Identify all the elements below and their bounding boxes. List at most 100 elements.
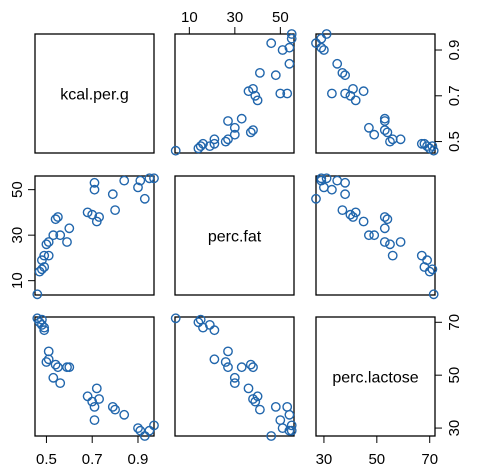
point-perc.lactose-vs-perc.fat-21	[270, 401, 281, 412]
y-tick-label-perc.fat-0: 10	[9, 272, 26, 289]
point-perc.lactose-vs-kcal.per.g-3	[37, 319, 47, 330]
point-perc.lactose-vs-perc.fat-8	[223, 346, 233, 357]
point-perc.fat-vs-perc.lactose-22	[337, 205, 348, 216]
point-kcal.per.g-vs-perc.fat-15	[252, 95, 263, 106]
point-perc.lactose-vs-perc.fat-14	[236, 362, 247, 373]
point-perc.fat-vs-perc.lactose-20	[348, 212, 358, 222]
point-kcal.per.g-vs-perc.lactose-10	[382, 127, 393, 138]
point-perc.fat-vs-kcal.per.g-20	[94, 212, 105, 222]
point-kcal.per.g-vs-perc.lactose-9	[369, 129, 380, 140]
point-perc.lactose-vs-perc.fat-24	[277, 423, 288, 433]
point-kcal.per.g-vs-perc.lactose-20	[348, 84, 358, 94]
point-perc.fat-vs-perc.lactose-18	[340, 177, 350, 188]
point-perc.fat-vs-kcal.per.g-14	[64, 223, 75, 234]
point-kcal.per.g-vs-perc.fat-13	[223, 116, 233, 126]
point-perc.fat-vs-perc.lactose-26	[311, 193, 321, 204]
point-kcal.per.g-vs-perc.lactose-5	[416, 138, 427, 149]
point-perc.fat-vs-perc.lactose-8	[395, 237, 406, 247]
panel-perc.lactose-vs-perc.lactose	[315, 316, 436, 437]
point-perc.fat-vs-kcal.per.g-26	[139, 193, 150, 204]
point-perc.fat-vs-kcal.per.g-2	[37, 264, 47, 275]
point-perc.fat-vs-perc.lactose-12	[363, 230, 374, 241]
point-kcal.per.g-vs-perc.lactose-8	[395, 134, 406, 145]
point-kcal.per.g-vs-perc.fat-27	[286, 33, 297, 44]
point-perc.fat-vs-perc.lactose-5	[416, 250, 427, 261]
panel-layer: kcal.per.g perc.fat perc.lactose	[34, 33, 436, 437]
point-perc.lactose-vs-kcal.per.g-12	[55, 378, 66, 388]
point-kcal.per.g-vs-perc.fat-22	[254, 68, 265, 78]
point-kcal.per.g-vs-perc.lactose-15	[350, 95, 361, 106]
y-tick-label-kcal.per.g-1: 0.7	[446, 85, 463, 106]
point-perc.lactose-vs-perc.fat-17	[275, 415, 286, 425]
point-kcal.per.g-vs-perc.fat-12	[229, 122, 240, 133]
point-kcal.per.g-vs-perc.lactose-11	[379, 125, 390, 136]
point-kcal.per.g-vs-perc.fat-2	[195, 141, 206, 152]
point-perc.lactose-vs-kcal.per.g-8	[43, 346, 54, 357]
point-kcal.per.g-vs-perc.lactose-24	[318, 45, 329, 55]
point-kcal.per.g-vs-perc.lactose-4	[419, 138, 430, 149]
point-perc.lactose-vs-perc.fat-27	[286, 425, 297, 436]
point-kcal.per.g-vs-perc.fat-6	[220, 136, 231, 147]
point-perc.fat-vs-perc.lactose-13	[379, 237, 390, 247]
point-perc.fat-vs-kcal.per.g-28	[149, 173, 159, 184]
point-kcal.per.g-vs-perc.fat-18	[282, 88, 293, 99]
point-perc.fat-vs-kcal.per.g-12	[55, 230, 66, 241]
point-kcal.per.g-vs-perc.fat-28	[286, 29, 297, 39]
point-perc.fat-vs-perc.lactose-16	[345, 209, 356, 220]
point-perc.lactose-vs-perc.fat-26	[266, 431, 277, 441]
point-perc.fat-vs-kcal.per.g-4	[39, 262, 50, 272]
point-kcal.per.g-vs-perc.fat-4	[198, 138, 208, 149]
point-kcal.per.g-vs-perc.fat-9	[229, 129, 240, 140]
panel-kcal.per.g-vs-kcal.per.g	[34, 33, 155, 154]
axis-layer: 0.5 0.7 0.9 10 30 50 30 50 70 0.5 0.7 0.9 10 30 50 30 50…	[9, 9, 463, 468]
point-perc.fat-vs-kcal.per.g-21	[107, 189, 118, 200]
point-layer	[32, 29, 439, 441]
point-kcal.per.g-vs-perc.lactose-6	[385, 136, 395, 147]
point-perc.fat-vs-kcal.per.g-16	[87, 209, 98, 220]
panel-kcal.per.g-vs-perc.lactose	[315, 33, 436, 154]
diagonal-label-kcal.per.g: kcal.per.g	[60, 87, 128, 104]
point-perc.lactose-vs-perc.fat-13	[223, 362, 233, 373]
point-perc.lactose-vs-perc.fat-9	[229, 372, 240, 383]
point-perc.fat-vs-kcal.per.g-11	[53, 212, 63, 222]
point-kcal.per.g-vs-perc.lactose-23	[332, 58, 343, 69]
point-perc.lactose-vs-kcal.per.g-28	[149, 420, 159, 431]
point-perc.lactose-vs-kcal.per.g-27	[144, 425, 155, 436]
point-perc.lactose-vs-kcal.per.g-22	[110, 404, 121, 415]
x-tick-label-kcal.per.g-1: 0.7	[82, 451, 103, 468]
point-perc.lactose-vs-kcal.per.g-23	[119, 409, 130, 420]
point-perc.fat-vs-kcal.per.g-6	[41, 239, 52, 250]
point-perc.fat-vs-kcal.per.g-13	[62, 237, 72, 247]
y-tick-label-kcal.per.g-2: 0.9	[446, 40, 463, 61]
point-perc.lactose-vs-kcal.per.g-5	[39, 325, 50, 336]
point-perc.fat-vs-perc.lactose-27	[316, 173, 327, 184]
point-kcal.per.g-vs-perc.lactose-19	[358, 86, 369, 97]
x-tick-label-perc.fat-1: 30	[226, 9, 243, 26]
point-kcal.per.g-vs-perc.lactose-18	[340, 88, 350, 99]
point-perc.lactose-vs-kcal.per.g-11	[53, 362, 63, 373]
point-perc.lactose-vs-kcal.per.g-24	[133, 423, 143, 433]
point-perc.lactose-vs-perc.fat-16	[250, 396, 261, 407]
point-kcal.per.g-vs-perc.fat-23	[284, 58, 295, 69]
point-kcal.per.g-vs-perc.fat-26	[266, 38, 277, 49]
panel-perc.lactose-vs-kcal.per.g	[34, 316, 155, 437]
x-tick-label-perc.lactose-1: 50	[368, 451, 385, 468]
point-kcal.per.g-vs-perc.lactose-17	[326, 88, 337, 99]
point-perc.fat-vs-perc.lactose-17	[326, 184, 337, 195]
point-perc.lactose-vs-perc.fat-7	[209, 354, 220, 365]
point-perc.lactose-vs-perc.fat-28	[286, 420, 297, 431]
x-tick-label-kcal.per.g-2: 0.9	[128, 451, 149, 468]
point-perc.fat-vs-kcal.per.g-7	[43, 250, 54, 261]
point-kcal.per.g-vs-perc.fat-7	[209, 134, 220, 145]
point-perc.fat-vs-kcal.per.g-22	[110, 205, 121, 216]
point-kcal.per.g-vs-perc.fat-8	[223, 134, 233, 145]
point-perc.lactose-vs-perc.fat-18	[282, 401, 293, 412]
point-kcal.per.g-vs-perc.fat-16	[250, 90, 261, 101]
point-kcal.per.g-vs-perc.fat-10	[245, 127, 256, 138]
point-perc.fat-vs-kcal.per.g-27	[144, 173, 155, 184]
point-perc.lactose-vs-kcal.per.g-25	[135, 425, 146, 436]
diagonal-label-perc.fat: perc.fat	[208, 229, 262, 246]
point-perc.lactose-vs-perc.fat-19	[243, 383, 254, 394]
point-perc.lactose-vs-kcal.per.g-10	[50, 359, 61, 370]
point-kcal.per.g-vs-perc.lactose-14	[379, 113, 390, 124]
